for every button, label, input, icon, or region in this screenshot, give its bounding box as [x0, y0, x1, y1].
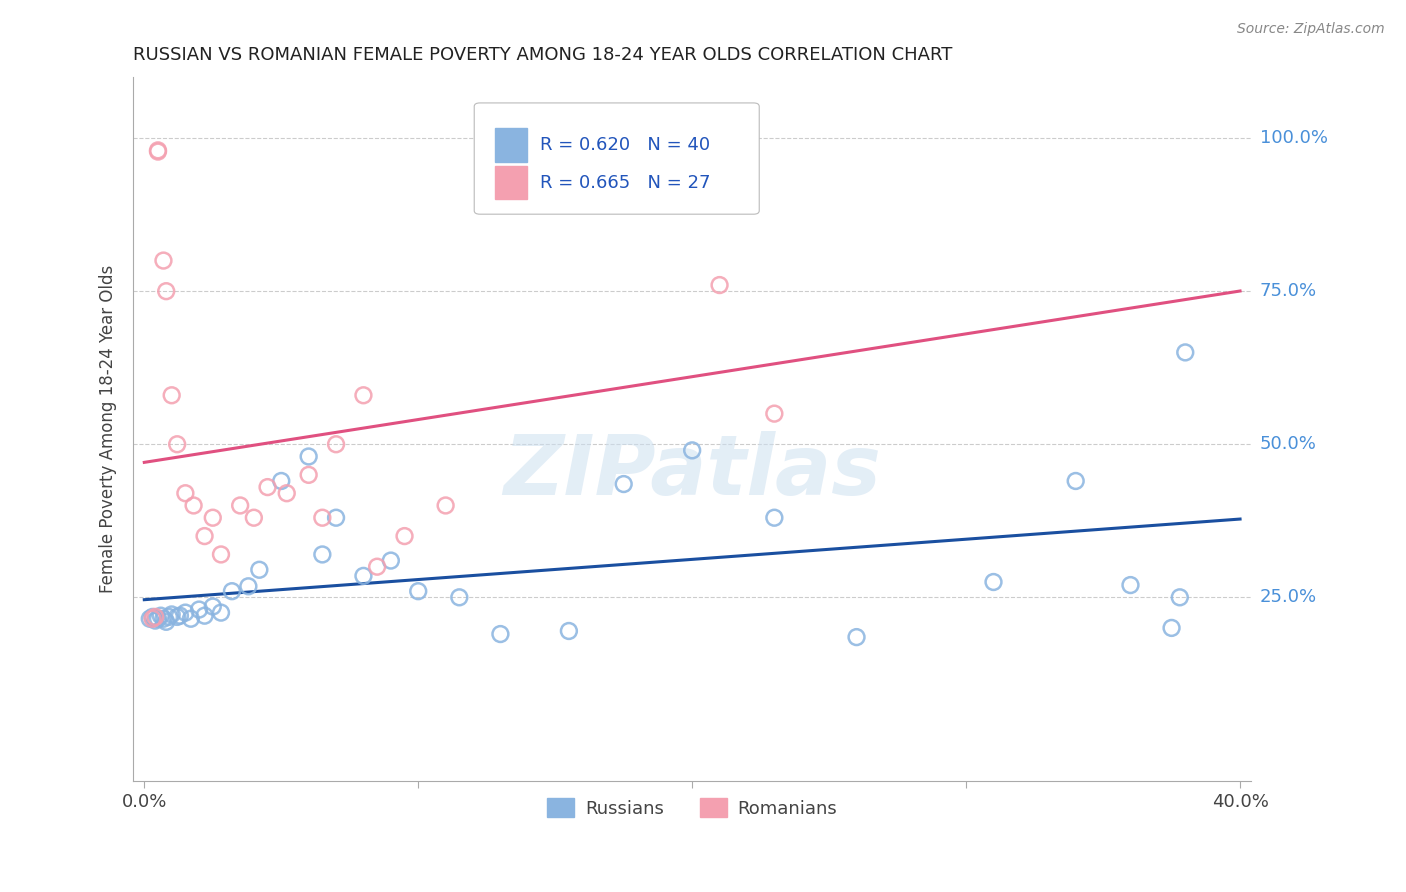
Point	[352, 388, 374, 402]
FancyBboxPatch shape	[495, 128, 527, 162]
Point	[146, 144, 169, 158]
Point	[146, 612, 169, 626]
Point	[180, 612, 202, 626]
Point	[613, 477, 636, 491]
Point	[174, 486, 197, 500]
Point	[209, 606, 232, 620]
Point	[489, 627, 512, 641]
Point	[983, 574, 1005, 589]
Point	[270, 474, 292, 488]
Point	[243, 510, 266, 524]
Point	[221, 584, 243, 599]
Point	[325, 510, 347, 524]
Text: RUSSIAN VS ROMANIAN FEMALE POVERTY AMONG 18-24 YEAR OLDS CORRELATION CHART: RUSSIAN VS ROMANIAN FEMALE POVERTY AMONG…	[134, 46, 953, 64]
Point	[709, 278, 731, 293]
Point	[183, 499, 205, 513]
Point	[149, 608, 172, 623]
Point	[160, 388, 183, 402]
Point	[256, 480, 278, 494]
Point	[152, 612, 174, 626]
Point	[394, 529, 416, 543]
Point	[763, 510, 786, 524]
Point	[143, 610, 166, 624]
Point	[155, 615, 177, 629]
Point	[298, 450, 321, 464]
Text: 100.0%: 100.0%	[1260, 129, 1327, 147]
Point	[143, 614, 166, 628]
Point	[681, 443, 703, 458]
Text: R = 0.620   N = 40: R = 0.620 N = 40	[540, 136, 710, 154]
Point	[166, 610, 188, 624]
Text: ZIPatlas: ZIPatlas	[503, 431, 882, 512]
Point	[298, 467, 321, 482]
Point	[201, 599, 224, 614]
Point	[247, 563, 270, 577]
Point	[311, 510, 333, 524]
Point	[366, 559, 388, 574]
Point	[1119, 578, 1142, 592]
Point	[193, 608, 215, 623]
Point	[157, 610, 180, 624]
Point	[1064, 474, 1087, 488]
Point	[406, 584, 429, 599]
Point	[434, 499, 457, 513]
Point	[160, 607, 183, 622]
Point	[238, 579, 260, 593]
Point	[174, 606, 197, 620]
Point	[325, 437, 347, 451]
Point	[229, 499, 252, 513]
Point	[311, 548, 333, 562]
Point	[352, 569, 374, 583]
Point	[276, 486, 298, 500]
Point	[141, 610, 163, 624]
Point	[380, 553, 402, 567]
Point	[1174, 345, 1197, 359]
Point	[654, 144, 676, 158]
Point	[188, 602, 211, 616]
Point	[201, 510, 224, 524]
Point	[209, 548, 232, 562]
Point	[155, 284, 177, 298]
Legend: Russians, Romanians: Russians, Romanians	[540, 791, 845, 825]
Point	[1160, 621, 1182, 635]
Text: Source: ZipAtlas.com: Source: ZipAtlas.com	[1237, 22, 1385, 37]
Y-axis label: Female Poverty Among 18-24 Year Olds: Female Poverty Among 18-24 Year Olds	[100, 265, 117, 593]
Text: 50.0%: 50.0%	[1260, 435, 1317, 453]
Point	[139, 612, 162, 626]
Text: 75.0%: 75.0%	[1260, 282, 1317, 301]
Point	[141, 612, 163, 626]
Point	[193, 529, 215, 543]
FancyBboxPatch shape	[474, 103, 759, 214]
Point	[845, 630, 868, 644]
FancyBboxPatch shape	[495, 166, 527, 200]
Point	[152, 253, 174, 268]
Text: R = 0.665   N = 27: R = 0.665 N = 27	[540, 174, 710, 192]
Point	[146, 145, 169, 159]
Text: 25.0%: 25.0%	[1260, 589, 1317, 607]
Point	[1168, 591, 1191, 605]
Point	[558, 624, 581, 638]
Point	[166, 437, 188, 451]
Point	[763, 407, 786, 421]
Point	[449, 591, 471, 605]
Point	[169, 608, 191, 623]
